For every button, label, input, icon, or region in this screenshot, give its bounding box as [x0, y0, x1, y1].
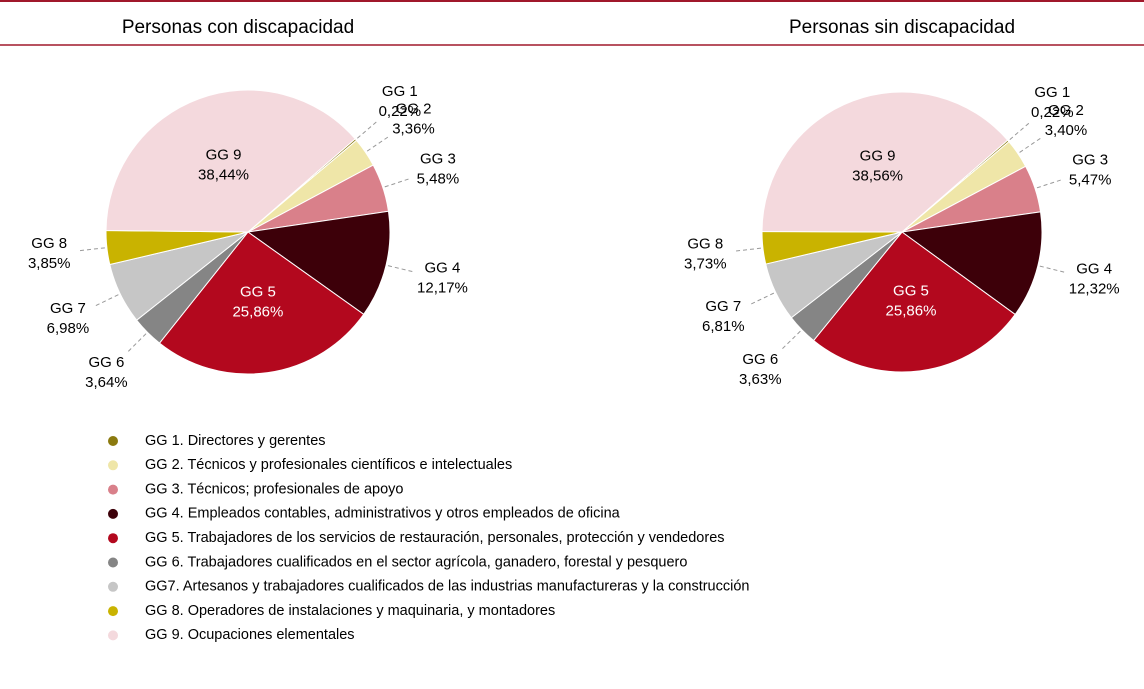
leader-line: [1039, 265, 1066, 273]
chart-title: Personas sin discapacidad: [789, 17, 1015, 38]
legend-label: GG7. Artesanos y trabajadores cualificad…: [145, 579, 749, 595]
slice-value: 0,22%: [379, 103, 422, 120]
slice-value: 5,47%: [1069, 171, 1112, 188]
slice-value: 6,81%: [702, 318, 745, 335]
slice-value: 5,48%: [417, 170, 460, 187]
leader-line: [387, 265, 414, 273]
slice-value: 25,86%: [886, 302, 937, 319]
legend-label: GG 9. Ocupaciones elementales: [145, 627, 355, 643]
chart-title: Personas con discapacidad: [122, 17, 354, 38]
slice-label: GG 3: [1072, 151, 1108, 168]
pie-slice: [900, 211, 1043, 316]
pie-slice: [158, 231, 365, 375]
pie-slice: [761, 91, 1009, 233]
legend-label: GG 4. Empleados contables, administrativ…: [145, 506, 621, 522]
slice-label: GG 2: [396, 101, 432, 118]
legend-marker: [108, 533, 118, 544]
legend-label: GG 8. Operadores de instalaciones y maqu…: [145, 603, 555, 619]
slice-value: 3,85%: [28, 255, 71, 272]
slice-value: 3,63%: [739, 371, 782, 388]
slice-label: GG 5: [240, 283, 276, 300]
legend-marker: [108, 508, 118, 519]
slice-label: GG 6: [88, 354, 124, 371]
legend-marker: [108, 606, 118, 617]
legend-label: GG 5. Trabajadores de los servicios de r…: [145, 530, 725, 546]
slice-label: GG 8: [687, 235, 723, 252]
legend-marker: [108, 630, 118, 641]
legend-marker: [108, 557, 118, 568]
slice-label: GG 5: [893, 282, 929, 299]
slice-value: 0,22%: [1031, 104, 1074, 121]
slice-value: 25,86%: [232, 303, 283, 320]
slice-label: GG 3: [420, 150, 456, 167]
leader-line: [366, 136, 389, 152]
slice-value: 3,73%: [684, 255, 727, 272]
slice-label: GG 7: [705, 298, 741, 315]
legend-label: GG 3. Técnicos; profesionales de apoyo: [145, 481, 403, 497]
slice-label: GG 1: [1034, 84, 1070, 101]
leader-line: [357, 120, 378, 139]
slice-label: GG 2: [1048, 102, 1084, 119]
leader-line: [735, 247, 761, 252]
slice-label: GG 4: [1076, 261, 1112, 278]
legend-marker: [108, 436, 118, 446]
leader-line: [1009, 122, 1030, 140]
slice-value: 6,98%: [47, 320, 90, 337]
slice-value: 12,32%: [1069, 281, 1120, 298]
leader-line: [1019, 137, 1042, 153]
legend-marker: [108, 460, 118, 471]
leader-line: [781, 330, 801, 350]
slice-value: 3,36%: [392, 121, 435, 138]
slice-label: GG 1: [382, 83, 418, 100]
legend-marker: [108, 581, 118, 592]
pie-slice: [246, 210, 391, 316]
legend-marker: [108, 484, 118, 495]
slice-label: GG 8: [31, 235, 67, 252]
slice-value: 12,17%: [417, 280, 468, 297]
leader-line: [384, 178, 410, 188]
slice-label: GG 9: [860, 147, 896, 164]
slice-label: GG 6: [742, 351, 778, 368]
leader-line: [750, 292, 775, 305]
slice-label: GG 4: [425, 260, 461, 277]
leader-line: [94, 294, 119, 307]
legend-label: GG 6. Trabajadores cualificados en el se…: [145, 554, 687, 570]
slice-label: GG 7: [50, 300, 86, 317]
slice-label: GG 9: [206, 146, 242, 163]
pie-slice: [812, 231, 1016, 373]
slice-value: 3,64%: [85, 374, 128, 391]
leader-line: [78, 247, 105, 252]
slice-value: 3,40%: [1045, 122, 1088, 139]
legend-label: GG 2. Técnicos y profesionales científic…: [145, 457, 512, 473]
pie-slice: [105, 89, 356, 233]
leader-line: [127, 333, 147, 353]
slice-value: 38,56%: [852, 167, 903, 184]
legend-label: GG 1. Directores y gerentes: [145, 433, 326, 449]
leader-line: [1036, 179, 1062, 189]
slice-value: 38,44%: [198, 166, 249, 183]
